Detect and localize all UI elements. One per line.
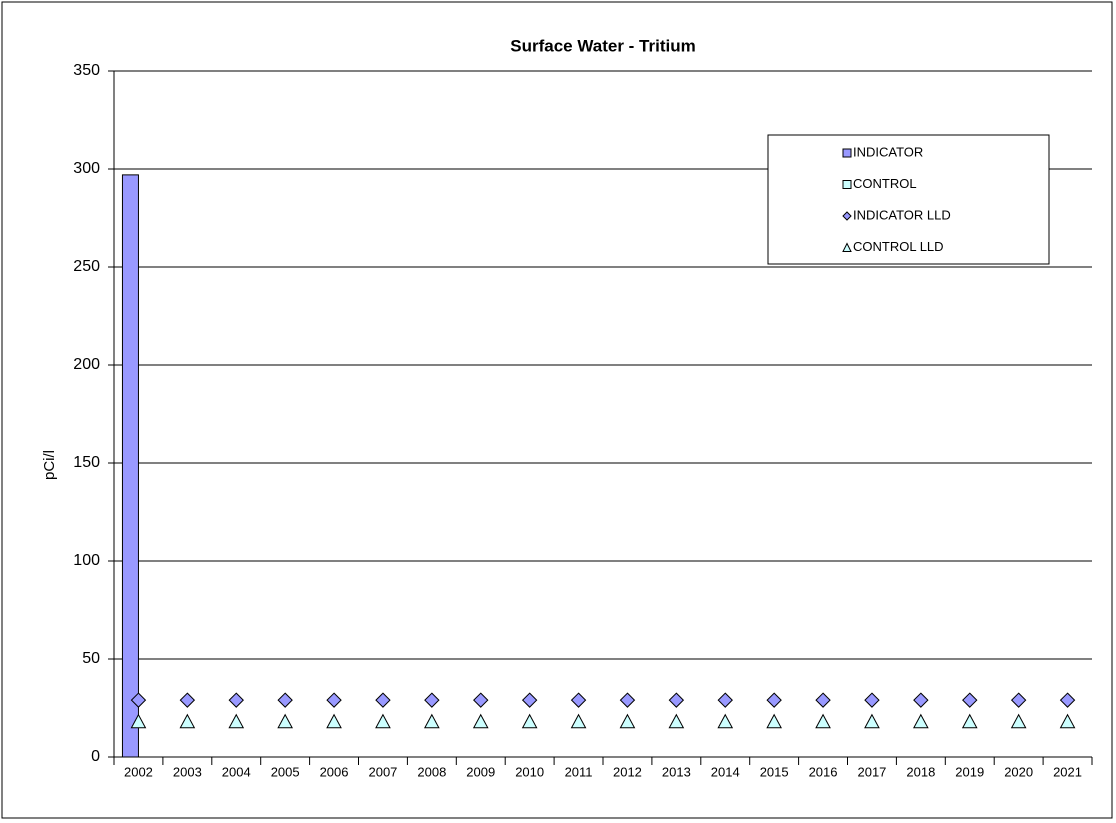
x-tick-label: 2008 [417,764,446,779]
legend [767,134,1050,265]
legend-swatch [842,211,852,221]
control-lld-marker [326,713,342,729]
x-tick-label: 2007 [368,764,397,779]
legend-label: CONTROL [853,176,917,191]
control-lld-marker [913,713,929,729]
control-lld-marker [521,713,538,729]
x-tick-label: 2009 [466,764,495,779]
indicator-lld-marker [962,692,978,708]
control-lld-marker [961,713,978,729]
control-lld-marker [424,713,440,729]
x-tick-label: 2011 [565,764,593,779]
indicator-lld-marker [815,692,831,708]
indicator-lld-marker [326,692,342,708]
x-tick-label: 2010 [515,764,544,779]
control-lld-marker [472,713,489,729]
indicator-lld-marker [277,692,293,708]
indicator-lld-marker [521,692,538,708]
indicator-lld-marker [473,692,489,708]
x-tick-label: 2014 [711,764,740,779]
x-tick-label: 2019 [955,764,984,779]
y-tick-label: 250 [73,258,100,275]
x-tick-label: 2015 [760,764,789,779]
indicator-lld-marker [179,692,196,708]
indicator-lld-marker [766,692,782,708]
control-lld-marker [619,713,636,729]
y-tick-label: 150 [73,454,100,471]
x-tick-label: 2016 [809,764,838,779]
chart-title: Surface Water - Tritium [510,36,695,55]
control-lld-marker [815,713,831,729]
control-lld-marker [864,713,880,729]
bar [121,174,139,758]
y-axis-label: pCi/l [41,450,58,480]
control-lld-marker [277,713,293,729]
control-lld-marker [130,713,147,729]
x-tick-label: 2017 [857,764,886,779]
legend-label: CONTROL LLD [853,239,944,254]
legend-swatch [842,148,852,158]
legend-label: INDICATOR LLD [853,207,951,222]
control-lld-marker [766,713,782,729]
control-lld-marker [570,713,587,729]
x-tick-label: 2005 [271,764,300,779]
control-lld-marker [179,713,196,729]
y-tick-label: 0 [91,748,100,765]
x-tick-label: 2021 [1053,764,1082,779]
control-lld-marker [668,713,685,729]
y-tick-label: 350 [73,62,100,79]
control-lld-marker [228,713,245,729]
control-lld-marker [1010,713,1027,729]
x-tick-label: 2003 [173,764,202,779]
control-lld-marker [375,713,391,729]
y-tick-label: 50 [82,650,100,667]
indicator-lld-marker [228,692,244,708]
indicator-lld-marker [913,692,929,708]
legend-swatch [842,180,852,189]
indicator-lld-marker [1059,692,1076,708]
x-tick-label: 2012 [613,764,642,779]
indicator-lld-marker [424,692,440,708]
indicator-lld-marker [717,692,733,708]
indicator-lld-marker [375,692,391,708]
x-tick-label: 2018 [906,764,935,779]
indicator-lld-marker [130,692,147,708]
control-lld-marker [717,713,734,729]
x-tick-label: 2020 [1004,764,1033,779]
x-tick-label: 2006 [320,764,349,779]
legend-label: INDICATOR [853,144,923,159]
x-tick-label: 2002 [124,764,153,779]
indicator-lld-marker [570,692,587,708]
x-tick-label: 2004 [222,764,251,779]
legend-swatch [842,242,852,252]
indicator-lld-marker [1010,692,1027,708]
indicator-lld-marker [668,692,685,708]
y-tick-label: 100 [73,552,100,569]
control-lld-marker [1059,713,1076,729]
y-tick-label: 200 [73,356,100,373]
indicator-lld-marker [864,692,880,708]
x-tick-label: 2013 [662,764,691,779]
indicator-lld-marker [619,692,636,708]
y-tick-label: 300 [73,160,100,177]
